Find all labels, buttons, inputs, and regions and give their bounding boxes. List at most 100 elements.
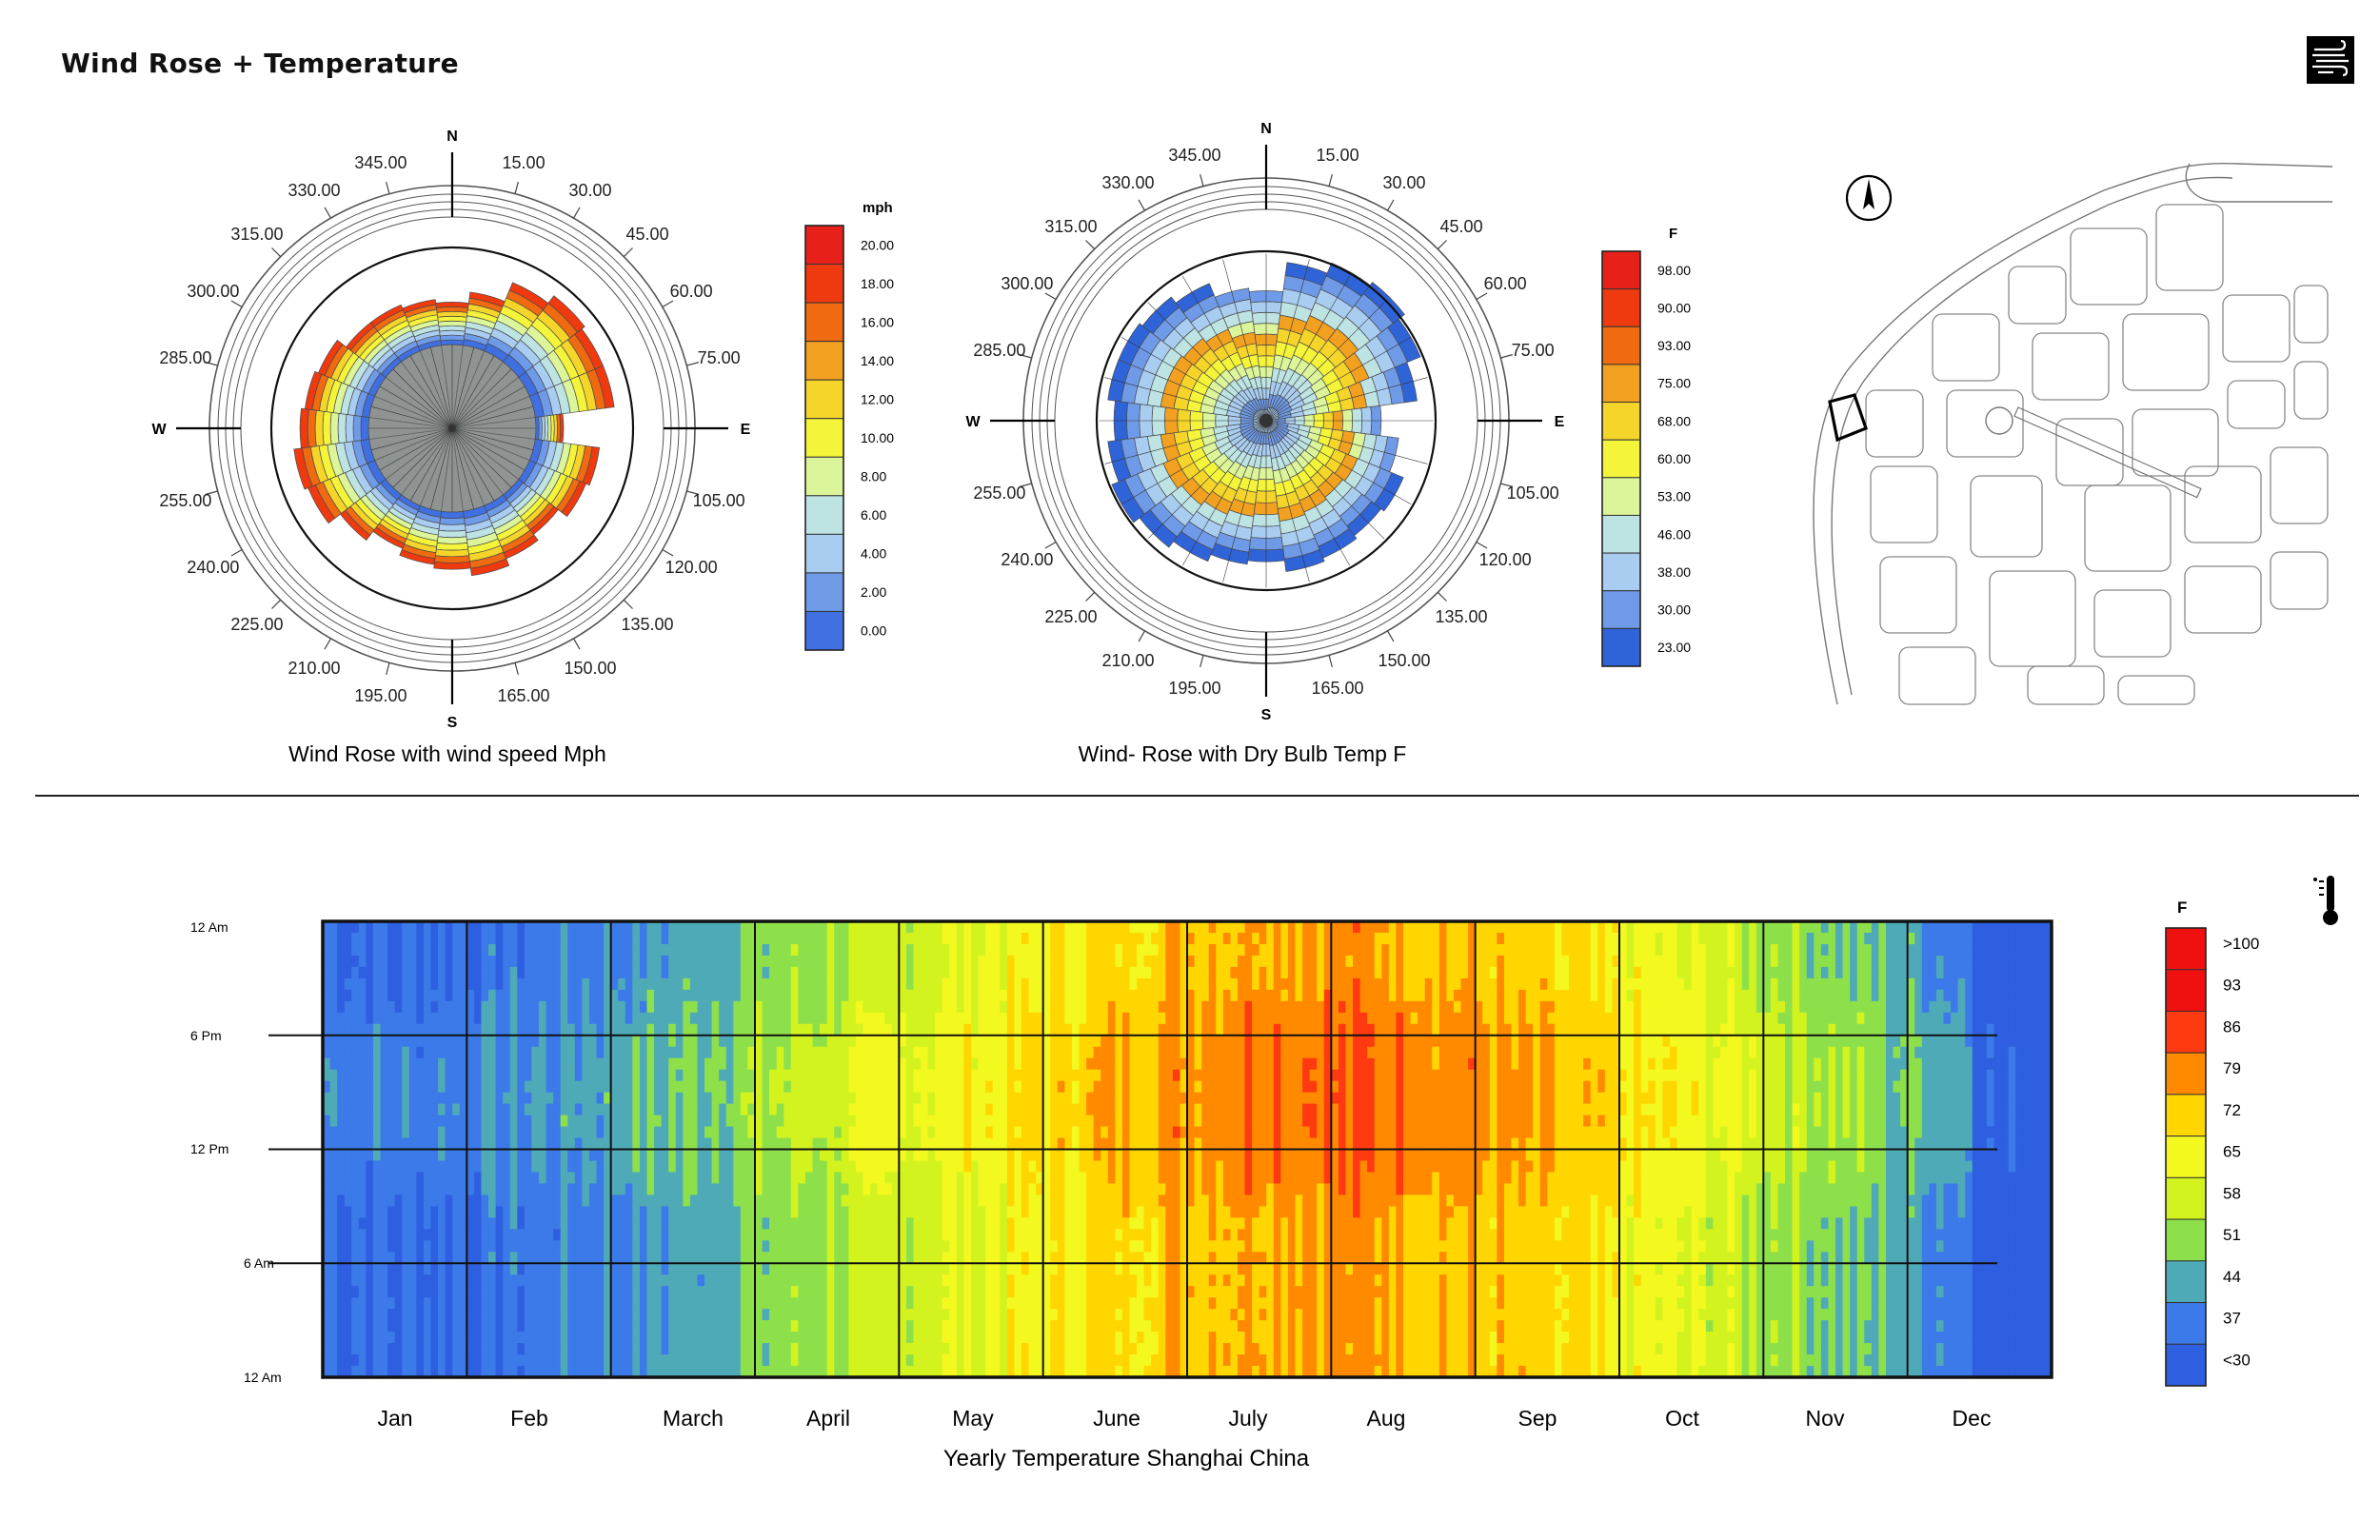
- heatmap-cell: [654, 1343, 663, 1355]
- heatmap-cell: [531, 1297, 540, 1310]
- heatmap-cell: [740, 1229, 749, 1241]
- heatmap-cell: [747, 966, 756, 979]
- heatmap-cell: [661, 1023, 669, 1037]
- heatmap-cell: [387, 1137, 396, 1151]
- heatmap-cell: [503, 921, 511, 934]
- heatmap-cell: [719, 989, 727, 1002]
- heatmap-cell: [632, 1080, 641, 1094]
- heatmap-cell: [567, 1309, 576, 1321]
- heatmap-cell: [1000, 1354, 1008, 1367]
- heatmap-cell: [1021, 1023, 1030, 1037]
- heatmap-cell: [488, 1354, 497, 1367]
- heatmap-cell: [408, 1172, 417, 1185]
- heatmap-cell: [445, 1263, 453, 1275]
- heatmap-cell: [762, 1332, 770, 1344]
- heatmap-cell: [438, 977, 446, 991]
- heatmap-cell: [1021, 1160, 1030, 1174]
- heatmap-cell: [1042, 1297, 1051, 1310]
- heatmap-cell: [783, 989, 792, 1002]
- heatmap-cell: [971, 1206, 980, 1218]
- heatmap-cell: [848, 1160, 857, 1174]
- heatmap-cell: [430, 1103, 439, 1116]
- heatmap-cell: [711, 966, 720, 979]
- heatmap-cell: [1028, 1149, 1037, 1162]
- heatmap-cell: [826, 1263, 835, 1275]
- heatmap-cell: [740, 1217, 749, 1230]
- heatmap-cell: [473, 1194, 483, 1207]
- map-block: [1879, 556, 1957, 634]
- heatmap-cell: [935, 1046, 943, 1059]
- heatmap-cell: [949, 1183, 958, 1195]
- heatmap-cell: [1071, 1206, 1081, 1218]
- heatmap-cell: [1000, 1080, 1008, 1094]
- heatmap-cell: [372, 1149, 382, 1162]
- heatmap-cell: [466, 932, 475, 945]
- heatmap-cell: [531, 1366, 540, 1378]
- heatmap-cell: [978, 1115, 986, 1128]
- heatmap-cell: [625, 1012, 633, 1025]
- heatmap-cell: [812, 1149, 821, 1162]
- heatmap-cell: [820, 1000, 828, 1014]
- heatmap-cell: [553, 1194, 562, 1207]
- heatmap-cell: [639, 1274, 648, 1287]
- heatmap-cell: [927, 1366, 936, 1378]
- heatmap-cell: [387, 1286, 396, 1298]
- heatmap-cell: [473, 1046, 483, 1059]
- heatmap-cell: [574, 1240, 583, 1253]
- heatmap-cell: [531, 1320, 540, 1333]
- rose-bar-segment: [438, 523, 466, 532]
- heatmap-cell: [963, 1149, 972, 1162]
- heatmap-cell: [899, 943, 907, 957]
- heatmap-cell: [423, 1194, 432, 1207]
- heatmap-cell: [1021, 1057, 1030, 1071]
- heatmap-cell: [488, 977, 497, 991]
- heatmap-cell: [769, 1103, 778, 1116]
- heatmap-cell: [445, 1252, 453, 1264]
- heatmap-cell: [517, 1366, 526, 1378]
- heatmap-cell: [863, 955, 871, 968]
- heatmap-cell: [329, 1092, 338, 1105]
- heatmap-cell: [927, 1149, 936, 1162]
- heatmap-cell: [704, 1206, 713, 1218]
- heatmap-cell: [366, 1229, 374, 1241]
- legend-swatch: [804, 456, 844, 497]
- heatmap-cell: [337, 1035, 346, 1048]
- heatmap-cell: [408, 1046, 417, 1059]
- heatmap-cell: [1064, 1069, 1073, 1082]
- heatmap-cell: [517, 955, 526, 968]
- heatmap-cell: [725, 1252, 734, 1264]
- heatmap-cell: [971, 1354, 980, 1367]
- heatmap-cell: [596, 1206, 605, 1218]
- rose-bar-segment: [440, 339, 465, 346]
- heatmap-cell: [459, 977, 467, 991]
- heatmap-cell: [905, 1320, 915, 1333]
- heatmap-cell: [755, 932, 764, 945]
- heatmap-cell: [588, 1263, 598, 1275]
- heatmap-cell: [956, 1023, 965, 1037]
- heatmap-cell: [618, 1274, 626, 1287]
- heatmap-cell: [503, 1046, 511, 1059]
- heatmap-cell: [790, 1194, 799, 1207]
- heatmap-cell: [963, 977, 972, 991]
- heatmap-cell: [408, 1343, 417, 1355]
- heatmap-cell: [596, 1252, 605, 1264]
- rose-bar-segment: [402, 299, 437, 314]
- heatmap-cell: [495, 1126, 504, 1139]
- heatmap-cell: [689, 943, 699, 957]
- heatmap-cell: [661, 955, 669, 968]
- heatmap-cell: [625, 1183, 633, 1195]
- heatmap-cell: [337, 1069, 346, 1082]
- heatmap-cell: [1014, 1286, 1022, 1298]
- heatmap-cell: [747, 932, 756, 945]
- heatmap-cell: [402, 1263, 410, 1275]
- heatmap-cell: [517, 1194, 526, 1207]
- heatmap-cell: [733, 1343, 742, 1355]
- heatmap-cell: [725, 1206, 734, 1218]
- heatmap-cell: [372, 1240, 382, 1253]
- heatmap-cell: [394, 1206, 403, 1218]
- heatmap-cell: [416, 1057, 425, 1071]
- heatmap-cell: [963, 1194, 972, 1207]
- wind-speed-legend: mph20.0018.0016.0014.0012.0010.008.006.0…: [804, 200, 894, 651]
- heatmap-cell: [790, 1012, 799, 1025]
- heatmap-cell: [416, 921, 425, 934]
